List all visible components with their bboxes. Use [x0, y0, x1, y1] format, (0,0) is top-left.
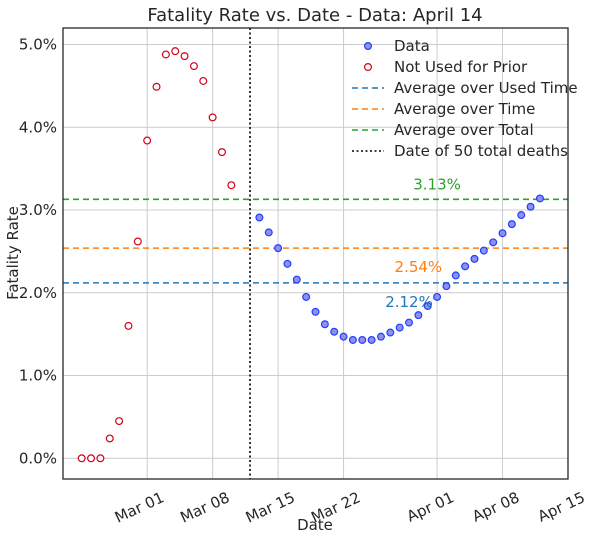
- x-axis-label: Date: [297, 516, 333, 534]
- not-used-point: [191, 63, 198, 70]
- data-point: [480, 247, 487, 254]
- y-tick-label: 0.0%: [19, 449, 57, 467]
- chart-title: Fatality Rate vs. Date - Data: April 14: [147, 5, 482, 26]
- data-point: [284, 260, 291, 267]
- not-used-point: [228, 182, 235, 189]
- data-point: [359, 337, 366, 344]
- legend-label: Average over Total: [394, 121, 534, 139]
- not-used-point: [88, 455, 95, 462]
- data-point: [312, 308, 319, 315]
- not-used-point: [153, 83, 160, 90]
- data-point: [256, 214, 263, 221]
- not-used-point: [97, 455, 104, 462]
- legend-marker: [365, 64, 372, 71]
- data-point: [518, 212, 525, 219]
- legend-label: Date of 50 total deaths: [394, 142, 568, 160]
- data-point: [443, 283, 450, 290]
- not-used-point: [172, 48, 179, 55]
- not-used-point: [200, 78, 207, 85]
- data-point: [378, 333, 385, 340]
- reference-line-label: 2.54%: [395, 258, 443, 276]
- not-used-point: [78, 455, 85, 462]
- data-point: [350, 337, 357, 344]
- data-point: [537, 195, 544, 202]
- not-used-point: [134, 238, 141, 245]
- data-point: [527, 203, 534, 210]
- data-point: [415, 312, 422, 319]
- legend-label: Average over Time: [394, 100, 535, 118]
- data-point: [406, 319, 413, 326]
- data-point: [396, 324, 403, 331]
- data-point: [452, 272, 459, 279]
- data-point: [331, 328, 338, 335]
- data-point: [368, 337, 375, 344]
- legend-label: Not Used for Prior: [394, 58, 528, 76]
- data-point: [490, 239, 497, 246]
- data-point: [340, 333, 347, 340]
- not-used-point: [181, 53, 188, 60]
- legend-label: Average over Used Time: [394, 79, 578, 97]
- not-used-point: [209, 114, 216, 121]
- y-tick-label: 4.0%: [19, 118, 57, 136]
- y-tick-label: 5.0%: [19, 36, 57, 54]
- data-point: [293, 276, 300, 283]
- y-tick-label: 3.0%: [19, 201, 57, 219]
- not-used-point: [106, 435, 113, 442]
- data-point: [265, 229, 272, 236]
- not-used-point: [162, 51, 169, 58]
- not-used-point: [116, 418, 123, 425]
- data-point: [499, 230, 506, 237]
- data-point: [508, 221, 515, 228]
- data-point: [387, 329, 394, 336]
- reference-line-label: 3.13%: [413, 175, 461, 193]
- y-axis-label: Fatality Rate: [4, 206, 22, 300]
- data-point: [275, 245, 282, 252]
- y-tick-label: 1.0%: [19, 367, 57, 385]
- data-point: [321, 321, 328, 328]
- data-point: [303, 294, 310, 301]
- legend-label: Data: [394, 37, 430, 55]
- not-used-point: [125, 323, 132, 330]
- legend-marker: [365, 43, 372, 50]
- not-used-point: [144, 137, 151, 144]
- data-point: [471, 255, 478, 262]
- reference-line-label: 2.12%: [385, 293, 433, 311]
- data-point: [462, 263, 469, 270]
- not-used-point: [219, 149, 226, 156]
- data-point: [434, 294, 441, 301]
- y-tick-label: 2.0%: [19, 284, 57, 302]
